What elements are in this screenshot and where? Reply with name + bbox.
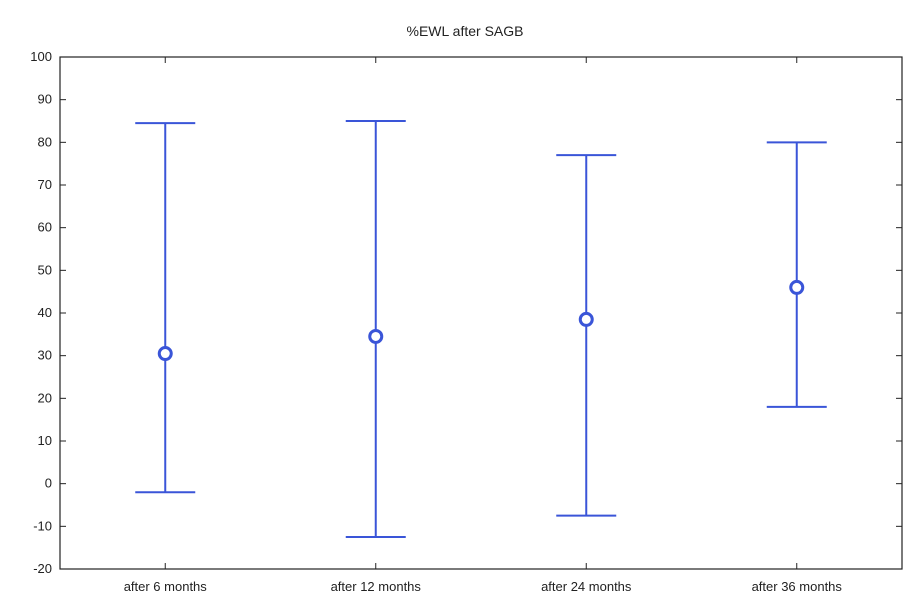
y-tick-label: 20 bbox=[38, 390, 52, 405]
x-axis: after 6 months after 12 months after 24 mo… bbox=[124, 57, 843, 594]
y-tick-label: 0 bbox=[45, 476, 52, 491]
y-tick-label: 50 bbox=[38, 262, 52, 277]
y-tick-label: -10 bbox=[33, 518, 52, 533]
y-tick-label: 40 bbox=[38, 305, 52, 320]
mean-point bbox=[578, 311, 594, 327]
y-tick-label: -20 bbox=[33, 561, 52, 576]
y-tick-label: 100 bbox=[30, 49, 52, 64]
mean-point bbox=[157, 346, 173, 362]
y-tick-label: 70 bbox=[38, 177, 52, 192]
y-tick-label: 60 bbox=[38, 220, 52, 235]
mean-point bbox=[789, 279, 805, 295]
mean-markers bbox=[157, 279, 805, 362]
y-tick-label: 80 bbox=[38, 134, 52, 149]
y-tick-label: 10 bbox=[38, 433, 52, 448]
x-tick-label: after 36 months bbox=[752, 579, 843, 594]
y-axis: -20 -10 0 10 20 30 40 50 60 70 80 90 100 bbox=[30, 49, 902, 576]
x-tick-label: after 6 months bbox=[124, 579, 208, 594]
x-tick-label: after 24 months bbox=[541, 579, 632, 594]
error-bars bbox=[135, 120, 827, 538]
x-tick-label: after 12 months bbox=[331, 579, 422, 594]
y-tick-label: 30 bbox=[38, 348, 52, 363]
chart-title: %EWL after SAGB bbox=[407, 23, 524, 39]
mean-point bbox=[368, 328, 384, 344]
y-tick-label: 90 bbox=[38, 92, 52, 107]
